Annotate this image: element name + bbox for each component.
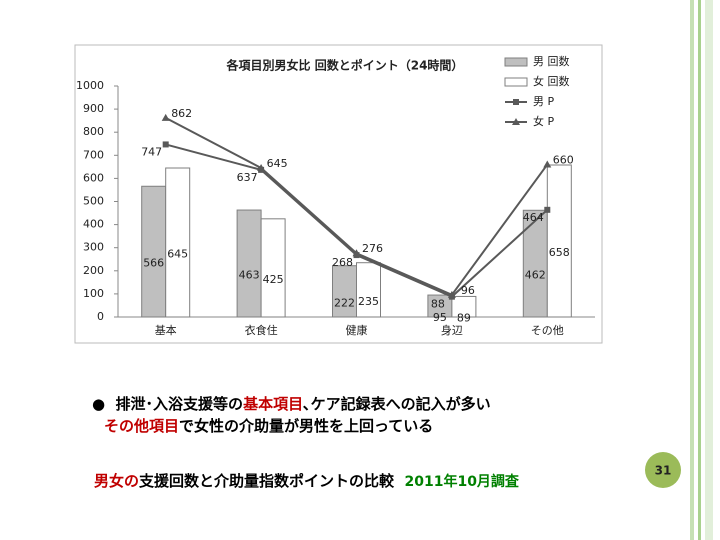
legend-label: 女 回数: [533, 74, 570, 88]
y-tick-label: 400: [83, 218, 104, 231]
bar: [236, 209, 262, 318]
data-label: 276: [362, 242, 383, 255]
x-tick-label: 衣食住: [245, 323, 278, 337]
y-tick-label: 300: [83, 241, 104, 254]
marker: [352, 249, 361, 257]
text: ､ケア記録表への記入が多い: [303, 395, 491, 413]
data-label: 566: [143, 257, 164, 270]
y-tick-label: 200: [83, 264, 104, 277]
data-label: 645: [167, 248, 188, 261]
data-label: 88: [431, 298, 445, 311]
y-tick-label: 700: [83, 148, 104, 161]
data-label: 658: [549, 246, 570, 259]
chart-title: 各項目別男女比 回数とポイント（24時間）: [226, 58, 464, 73]
data-label: 89: [457, 312, 471, 325]
legend-swatch: [504, 57, 528, 67]
data-label: 95: [433, 311, 447, 324]
bar: [522, 209, 548, 318]
marker: [447, 290, 456, 298]
data-label: 464: [523, 211, 544, 224]
data-label: 637: [237, 171, 258, 184]
bar: [356, 262, 381, 318]
marker: [162, 141, 169, 148]
data-label: 96: [461, 284, 475, 297]
text: その他項目: [104, 417, 180, 435]
y-tick-label: 900: [83, 102, 104, 115]
bar: [332, 265, 357, 318]
text: 2011年10月調査: [404, 474, 519, 490]
data-label: 463: [239, 269, 260, 282]
x-tick-label: 基本: [155, 323, 177, 337]
bar: [165, 167, 191, 318]
data-label: 235: [358, 295, 379, 308]
text: 基本項目: [243, 395, 304, 413]
page-number: 31: [655, 464, 672, 478]
text: で女性の介助量が男性を上回っている: [179, 417, 434, 435]
y-tick-label: 500: [83, 195, 104, 208]
y-tick-label: 800: [83, 125, 104, 138]
y-tick-label: 1000: [76, 79, 104, 92]
x-tick-label: 健康: [346, 323, 368, 337]
x-tick-label: 身辺: [441, 323, 463, 337]
marker: [543, 160, 552, 168]
bar: [546, 164, 572, 318]
legend-marker: [513, 99, 519, 105]
data-label: 747: [141, 145, 162, 158]
marker: [544, 206, 551, 213]
bullet-line-2: その他項目で女性の介助量が男性を上回っている: [104, 415, 433, 436]
data-label: 268: [332, 256, 353, 269]
border-stripe: [705, 0, 713, 540]
marker: [161, 113, 170, 121]
bar: [141, 185, 167, 318]
page-number-badge: [645, 452, 681, 488]
text: 排泄･入浴支援等の: [115, 395, 244, 413]
legend-label: 男 回数: [533, 55, 570, 68]
bullet-line-1: ● 排泄･入浴支援等の基本項目､ケア記録表への記入が多い: [92, 393, 491, 414]
legend-marker: [512, 118, 520, 125]
data-label: 462: [525, 269, 546, 282]
border-stripe: [698, 0, 701, 540]
footer: 男女の支援回数と介助量指数ポイントの比較 2011年10月調査: [94, 470, 519, 491]
text: 男女の: [94, 472, 140, 490]
bar: [451, 295, 477, 318]
y-tick-label: 600: [83, 171, 104, 184]
y-tick-label: 0: [97, 310, 104, 323]
text: 支援回数と介助量指数ポイントの比較: [139, 472, 395, 490]
border-stripe: [690, 0, 694, 540]
data-label: 660: [553, 154, 574, 167]
legend-label: 女 P: [533, 114, 554, 128]
data-label: 862: [171, 107, 192, 120]
data-label: 645: [267, 157, 288, 170]
data-label: 222: [334, 296, 355, 309]
bullet-marker: ●: [92, 395, 106, 413]
data-label: 425: [263, 273, 284, 286]
legend-label: 男 P: [533, 95, 554, 108]
x-tick-label: その他: [531, 324, 564, 337]
marker: [257, 164, 266, 172]
legend-swatch: [504, 77, 528, 87]
bar: [260, 218, 286, 318]
y-tick-label: 100: [83, 287, 104, 300]
